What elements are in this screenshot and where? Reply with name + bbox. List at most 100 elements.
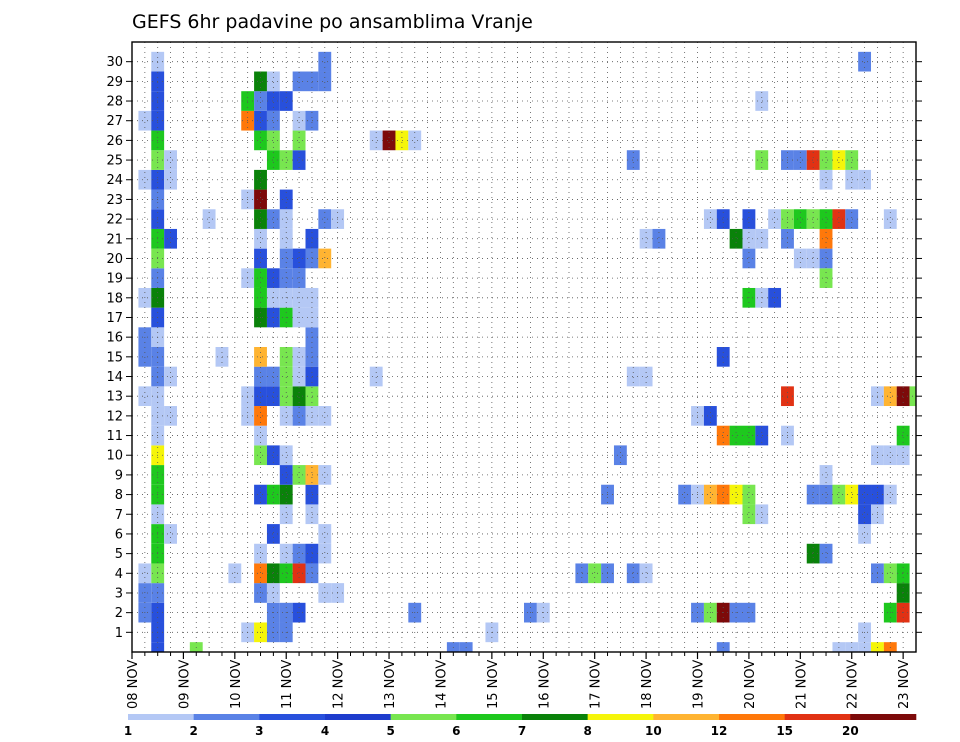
heatmap-cell xyxy=(279,248,293,269)
y-tick-label: 1 xyxy=(115,626,123,641)
heatmap-cell xyxy=(254,91,267,111)
x-tick-label: 10 NOV xyxy=(229,660,244,709)
heatmap-cell xyxy=(305,110,319,131)
heatmap-cell xyxy=(678,484,692,505)
y-tick-label: 5 xyxy=(115,547,123,562)
heatmap-cell xyxy=(279,228,293,249)
legend-label: 1 xyxy=(124,724,132,738)
heatmap-cell xyxy=(138,347,152,367)
heatmap-cell xyxy=(279,366,293,387)
heatmap-cell xyxy=(742,209,756,229)
y-tick-label: 16 xyxy=(106,331,123,346)
legend-label: 10 xyxy=(645,724,662,738)
heatmap-cell xyxy=(254,130,267,151)
heatmap-cell xyxy=(755,425,769,446)
heatmap-cell xyxy=(279,563,293,584)
heatmap-cell xyxy=(858,524,872,544)
heatmap-cell xyxy=(845,484,859,505)
heatmap-cell xyxy=(626,563,640,584)
heatmap-cell xyxy=(883,209,897,229)
chart-title: GEFS 6hr padavine po ansamblima Vranje xyxy=(132,11,533,33)
heatmap-cell xyxy=(292,366,306,387)
heatmap-cell xyxy=(318,248,332,269)
heatmap-cell xyxy=(279,406,293,426)
heatmap-cell xyxy=(279,91,293,111)
y-tick-label: 25 xyxy=(106,154,123,169)
heatmap-cell xyxy=(266,445,280,466)
y-tick-label: 30 xyxy=(106,55,123,70)
legend-swatch xyxy=(719,714,785,720)
heatmap-cell xyxy=(858,504,872,525)
legend-label: 12 xyxy=(711,724,728,738)
heatmap-cell xyxy=(613,445,627,466)
y-tick-label: 18 xyxy=(106,291,123,306)
heatmap-cell xyxy=(254,406,267,426)
heatmap-cell xyxy=(318,51,332,72)
heatmap-cell xyxy=(806,543,820,564)
heatmap-cell xyxy=(279,268,293,288)
heatmap-cell xyxy=(318,406,332,426)
heatmap-cell xyxy=(883,386,897,407)
heatmap-cell xyxy=(716,425,730,446)
heatmap-cell xyxy=(292,347,306,367)
heatmap-cell xyxy=(305,504,319,525)
heatmap-cell xyxy=(369,130,383,151)
heatmap-cell xyxy=(318,543,332,564)
legend-swatch xyxy=(325,714,391,720)
heatmap-cell xyxy=(279,189,293,210)
heatmap-cell xyxy=(755,504,769,525)
legend-swatch xyxy=(128,714,194,720)
heatmap-cell xyxy=(279,386,293,407)
heatmap-cell xyxy=(819,150,833,170)
heatmap-cell xyxy=(806,209,820,229)
heatmap-cell xyxy=(254,189,267,210)
heatmap-cell xyxy=(896,563,910,584)
x-tick-label: 11 NOV xyxy=(280,660,295,709)
x-tick-label: 13 NOV xyxy=(383,660,398,709)
heatmap-cell xyxy=(266,524,280,544)
heatmap-cell xyxy=(793,209,807,229)
heatmap-cell xyxy=(819,169,833,190)
heatmap-cell xyxy=(819,248,833,269)
heatmap-cell xyxy=(138,386,152,407)
heatmap-cell xyxy=(703,406,717,426)
x-tick-label: 22 NOV xyxy=(846,660,861,709)
y-tick-label: 3 xyxy=(115,586,123,601)
heatmap-cell xyxy=(254,563,267,584)
y-tick-label: 19 xyxy=(106,272,123,287)
y-tick-label: 24 xyxy=(106,173,123,188)
legend-swatch xyxy=(259,714,326,720)
heatmap-cell xyxy=(266,130,280,151)
heatmap-cell xyxy=(369,366,383,387)
y-tick-label: 4 xyxy=(115,567,123,582)
heatmap-cell xyxy=(279,543,293,564)
heatmap-cell xyxy=(279,484,293,505)
heatmap-cell xyxy=(279,504,293,525)
y-tick-label: 8 xyxy=(115,488,123,503)
heatmap-cell xyxy=(254,248,267,269)
heatmap-cell xyxy=(305,543,319,564)
heatmap-cell xyxy=(729,425,743,446)
plot-frame xyxy=(131,41,917,653)
heatmap-cell xyxy=(845,150,859,170)
heatmap-cell xyxy=(164,366,177,387)
heatmap-cell xyxy=(793,150,807,170)
heatmap-cell xyxy=(318,465,332,485)
heatmap-cell xyxy=(806,484,820,505)
heatmap-cell xyxy=(703,484,717,505)
legend-swatch xyxy=(193,714,260,720)
heatmap-cell xyxy=(164,150,177,170)
heatmap-cell xyxy=(292,71,306,92)
legend-swatch xyxy=(587,714,654,720)
y-tick-label: 7 xyxy=(115,508,123,523)
heatmap-cell xyxy=(858,51,872,72)
heatmap-cell xyxy=(266,209,280,229)
heatmap-cell xyxy=(266,386,280,407)
heatmap-cell xyxy=(138,563,152,584)
heatmap-cell xyxy=(575,563,589,584)
heatmap-cell xyxy=(279,465,293,485)
heatmap-cell xyxy=(768,209,782,229)
heatmap-cell xyxy=(305,563,319,584)
heatmap-cell xyxy=(382,130,396,151)
